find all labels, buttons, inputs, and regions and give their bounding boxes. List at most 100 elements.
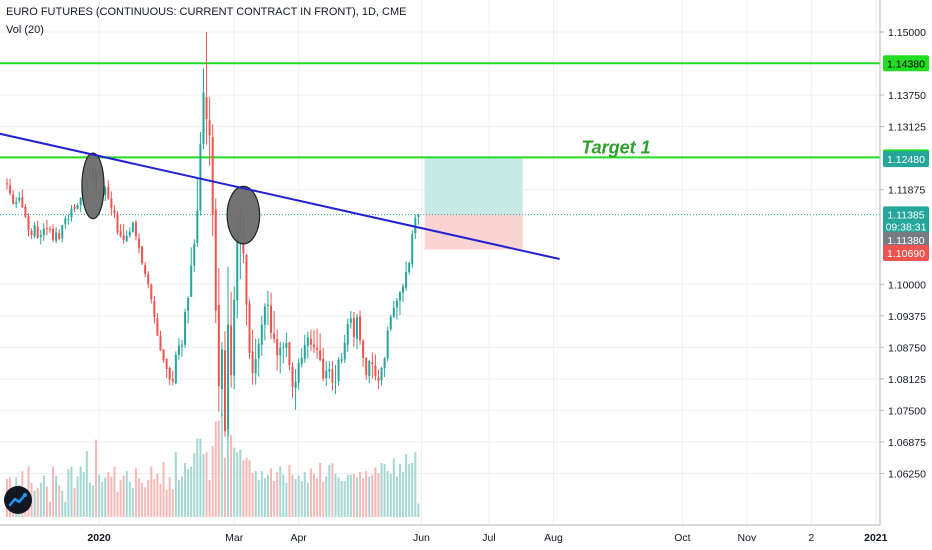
candle-body	[368, 360, 371, 377]
volume-bar	[227, 408, 230, 517]
candle-body	[227, 324, 230, 430]
candle-body	[79, 197, 82, 206]
target-1-label: Target 1	[581, 137, 650, 157]
candle-body	[334, 381, 337, 383]
candle-body	[122, 235, 125, 240]
volume-bar	[205, 452, 208, 517]
volume-bar	[156, 473, 159, 517]
candle-body	[45, 228, 48, 230]
price-tick-label: 1.11875	[888, 185, 925, 197]
candle-body	[303, 344, 306, 359]
volume-bar	[398, 463, 401, 517]
candle-body	[386, 330, 389, 359]
volume-bar	[319, 463, 322, 517]
candle-body	[371, 362, 374, 364]
candle-body	[165, 358, 168, 370]
horizontal-levels	[0, 62, 880, 216]
volume-bar	[316, 478, 319, 517]
volume-bar	[119, 480, 122, 517]
volume-bar	[233, 447, 236, 517]
candle-body	[9, 185, 12, 194]
candle-body	[202, 92, 205, 144]
trendline	[0, 132, 560, 261]
volume-bar	[383, 463, 386, 517]
volume-bar	[184, 463, 187, 517]
volume-bar	[303, 472, 306, 517]
candle-body	[325, 370, 328, 379]
candle-body	[251, 351, 254, 374]
candle-body	[214, 209, 217, 311]
volume-bar	[408, 463, 411, 517]
volume-bar	[294, 479, 297, 517]
candle-body	[12, 194, 15, 205]
candle-body	[24, 206, 27, 217]
volume-bar	[362, 478, 365, 517]
candle-body	[266, 304, 269, 306]
volume-bar	[52, 466, 55, 517]
candle-body	[380, 367, 383, 381]
time-tick-label: 2021	[864, 532, 888, 544]
candle-body	[18, 197, 21, 201]
candle-body	[282, 346, 285, 348]
volume-bar	[328, 464, 331, 517]
volume-bar	[128, 481, 131, 517]
volume-bar	[122, 475, 125, 517]
time-tick-label: 2020	[87, 532, 111, 544]
candle-body	[297, 362, 300, 383]
candle-body	[141, 246, 144, 264]
volume-bar	[371, 474, 374, 517]
volume-bar	[266, 474, 269, 517]
volume-bar	[273, 481, 276, 517]
volume-bar	[405, 454, 408, 517]
candle-body	[30, 231, 33, 235]
long-position-zones	[424, 157, 523, 250]
volume-bar	[285, 482, 288, 517]
candle-body	[362, 340, 365, 358]
volume-indicator-label: Vol (20)	[6, 24, 44, 36]
candle-body	[153, 300, 156, 318]
candle-body	[233, 299, 236, 376]
volume-bar	[131, 488, 134, 517]
volume-bar	[337, 477, 340, 517]
candle-body	[377, 377, 380, 382]
price-badge	[883, 151, 929, 168]
volume-bar	[48, 501, 51, 517]
volume-bar	[257, 480, 260, 517]
volume-bar	[300, 481, 303, 517]
candle-body	[300, 357, 303, 364]
candle-body	[355, 317, 358, 339]
time-tick-label: Jun	[413, 532, 430, 544]
volume-bar	[134, 468, 137, 517]
candle-body	[230, 325, 233, 376]
candle-body	[76, 205, 79, 210]
time-tick-label: Oct	[674, 532, 690, 544]
price-badge-label: 09:38:31	[886, 222, 927, 234]
tradingview-logo-icon[interactable]	[4, 486, 32, 514]
volume-bar	[279, 466, 282, 517]
volume-bar	[270, 468, 273, 517]
candle-body	[21, 196, 24, 208]
time-tick-label: Jul	[482, 532, 495, 544]
candle-body	[408, 263, 411, 273]
candle-body	[196, 210, 199, 243]
volume-bar	[230, 435, 233, 517]
volume-bar	[346, 474, 349, 517]
candle-body	[58, 233, 61, 239]
candle-body	[156, 318, 159, 336]
candle-body	[316, 347, 319, 350]
candlesticks	[6, 32, 420, 437]
volume-bar	[36, 488, 39, 517]
candle-body	[245, 254, 248, 305]
price-badge	[883, 231, 929, 248]
volume-bar	[313, 473, 315, 517]
candle-body	[205, 97, 208, 120]
price-badge-label: 1.14380	[887, 58, 925, 70]
price-badge-label: 1.10690	[887, 248, 925, 260]
candle-body	[144, 265, 147, 275]
price-tick-label: 1.07500	[888, 405, 926, 417]
candle-body	[359, 316, 362, 341]
candle-body	[168, 367, 171, 380]
price-badge	[883, 55, 929, 72]
volume-bar	[411, 463, 414, 517]
